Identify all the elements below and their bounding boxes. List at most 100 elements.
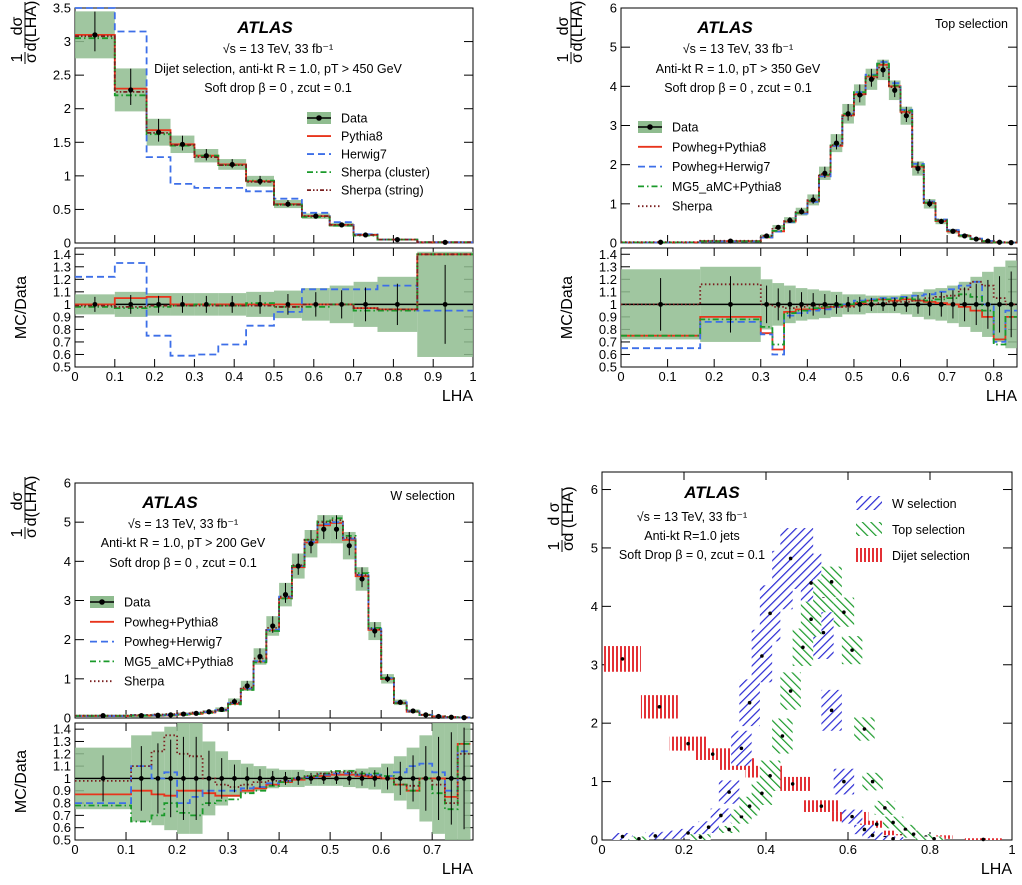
x-tick-label: 1 (1008, 842, 1015, 857)
x-tick-label: 0 (71, 369, 78, 384)
y-title-dsigma: dσ (555, 16, 572, 35)
x-tick-label: 0.9 (424, 369, 442, 384)
ratio-point (168, 776, 174, 781)
data-point (203, 153, 209, 159)
data-point (891, 820, 895, 825)
ratio-point (206, 776, 212, 781)
series-line-sherpa (621, 66, 1017, 244)
y-tick-label: 1.3 (53, 259, 71, 274)
data-point (775, 224, 781, 230)
data-point (862, 827, 867, 832)
ratio-point (339, 301, 345, 307)
plot-frame (601, 471, 1013, 841)
x-tick-label: 0.3 (752, 369, 770, 384)
ratio-point (257, 301, 263, 307)
ratio-point (313, 301, 319, 307)
ratio-point (232, 776, 237, 781)
x-tick-label: 0.2 (146, 369, 164, 384)
legend-label: Powheg+Herwig7 (672, 160, 770, 174)
y-tick-label: 0.9 (599, 309, 617, 324)
ratio-point (100, 776, 106, 781)
y-tick-label: 0.5 (53, 202, 71, 217)
data-point (801, 645, 805, 650)
data-point (727, 790, 731, 794)
legend-swatch (856, 496, 882, 510)
ratio-point (973, 301, 979, 307)
y-tick-label: 1.2 (53, 272, 71, 287)
y-axis-title: 1σ d σd (LHA) (546, 486, 577, 552)
data-point (100, 713, 106, 719)
data-point (285, 201, 291, 207)
ratio-point (128, 301, 134, 307)
ratio-point (950, 301, 956, 307)
data-point (768, 611, 772, 616)
series-line-mg5-amc-pythia8 (75, 517, 471, 719)
info-line: Soft drop β = 0 , zcut = 0.1 (204, 81, 352, 95)
x-tick-label: 0.1 (106, 369, 124, 384)
x-axis-title: LHA (442, 861, 473, 878)
ratio-point (295, 776, 301, 781)
data-point (313, 213, 319, 219)
y-tick-label: 1.4 (53, 722, 71, 737)
data-point (658, 239, 664, 245)
x-tick-label: 0 (598, 842, 605, 857)
ratio-point (308, 776, 314, 781)
data-point (710, 752, 715, 756)
legend-swatch (856, 548, 882, 562)
y-tick-label: 1.5 (53, 135, 71, 150)
ratio-point (869, 301, 874, 307)
ratio-point (764, 301, 769, 307)
y-axis-title: 1σ dσd(LHA) (555, 1, 586, 64)
ratio-point (92, 301, 98, 307)
legend: Data Pythia8 Herwig7 Sherpa (cluster) Sherpa… (307, 112, 430, 198)
y-tick-label: 4 (64, 554, 71, 569)
y-tick-label: 1.3 (599, 259, 617, 274)
y-title-1: 1 (546, 541, 563, 550)
data-point (829, 708, 834, 713)
x-tick-label: 0.1 (659, 369, 677, 384)
legend-label: Sherpa (124, 675, 164, 689)
atlas-label: ATLAS (683, 483, 740, 502)
legend-label: MG5_aMC+Pythia8 (124, 655, 233, 669)
series-line-sherpa-string- (75, 35, 473, 244)
x-tick-label: 0.2 (168, 842, 186, 857)
data-point (862, 727, 867, 731)
legend-label: W selection (892, 497, 957, 511)
data-point (739, 746, 744, 751)
y-tick-label: 3.5 (53, 1, 71, 16)
ratio-point (857, 301, 863, 307)
data-point (819, 804, 824, 808)
y-tick-label: 0.8 (599, 322, 617, 337)
ratio-point (257, 776, 263, 781)
x-tick-label: 0.7 (938, 369, 956, 384)
ratio-point (397, 776, 403, 781)
x-tick-label: 0.8 (384, 369, 402, 384)
y-tick-label: 0.5 (53, 360, 71, 375)
data-point (822, 170, 828, 176)
data-point (461, 715, 467, 721)
data-point (384, 676, 391, 682)
data-point (874, 822, 879, 827)
data-point (932, 837, 936, 841)
info-line: Soft Drop β = 0, zcut = 0.1 (619, 548, 765, 562)
ratio-point (927, 301, 933, 307)
x-tick-label: 0.8 (985, 369, 1003, 384)
data-point (686, 741, 690, 746)
y-tick-label: 1 (64, 771, 71, 786)
y-tick-label: 0.6 (53, 820, 71, 835)
ratio-point (880, 301, 886, 307)
data-point (193, 710, 199, 716)
ratio-point (283, 776, 288, 781)
ratio-point (903, 301, 909, 307)
data-point (92, 32, 98, 38)
legend-label: Sherpa (string) (341, 184, 424, 198)
data-point (787, 217, 793, 223)
legend-label: Dijet selection (892, 549, 970, 563)
ratio-point (810, 301, 816, 307)
legend-label: Sherpa (cluster) (341, 166, 430, 180)
data-point (763, 233, 770, 239)
data-point (435, 713, 442, 720)
